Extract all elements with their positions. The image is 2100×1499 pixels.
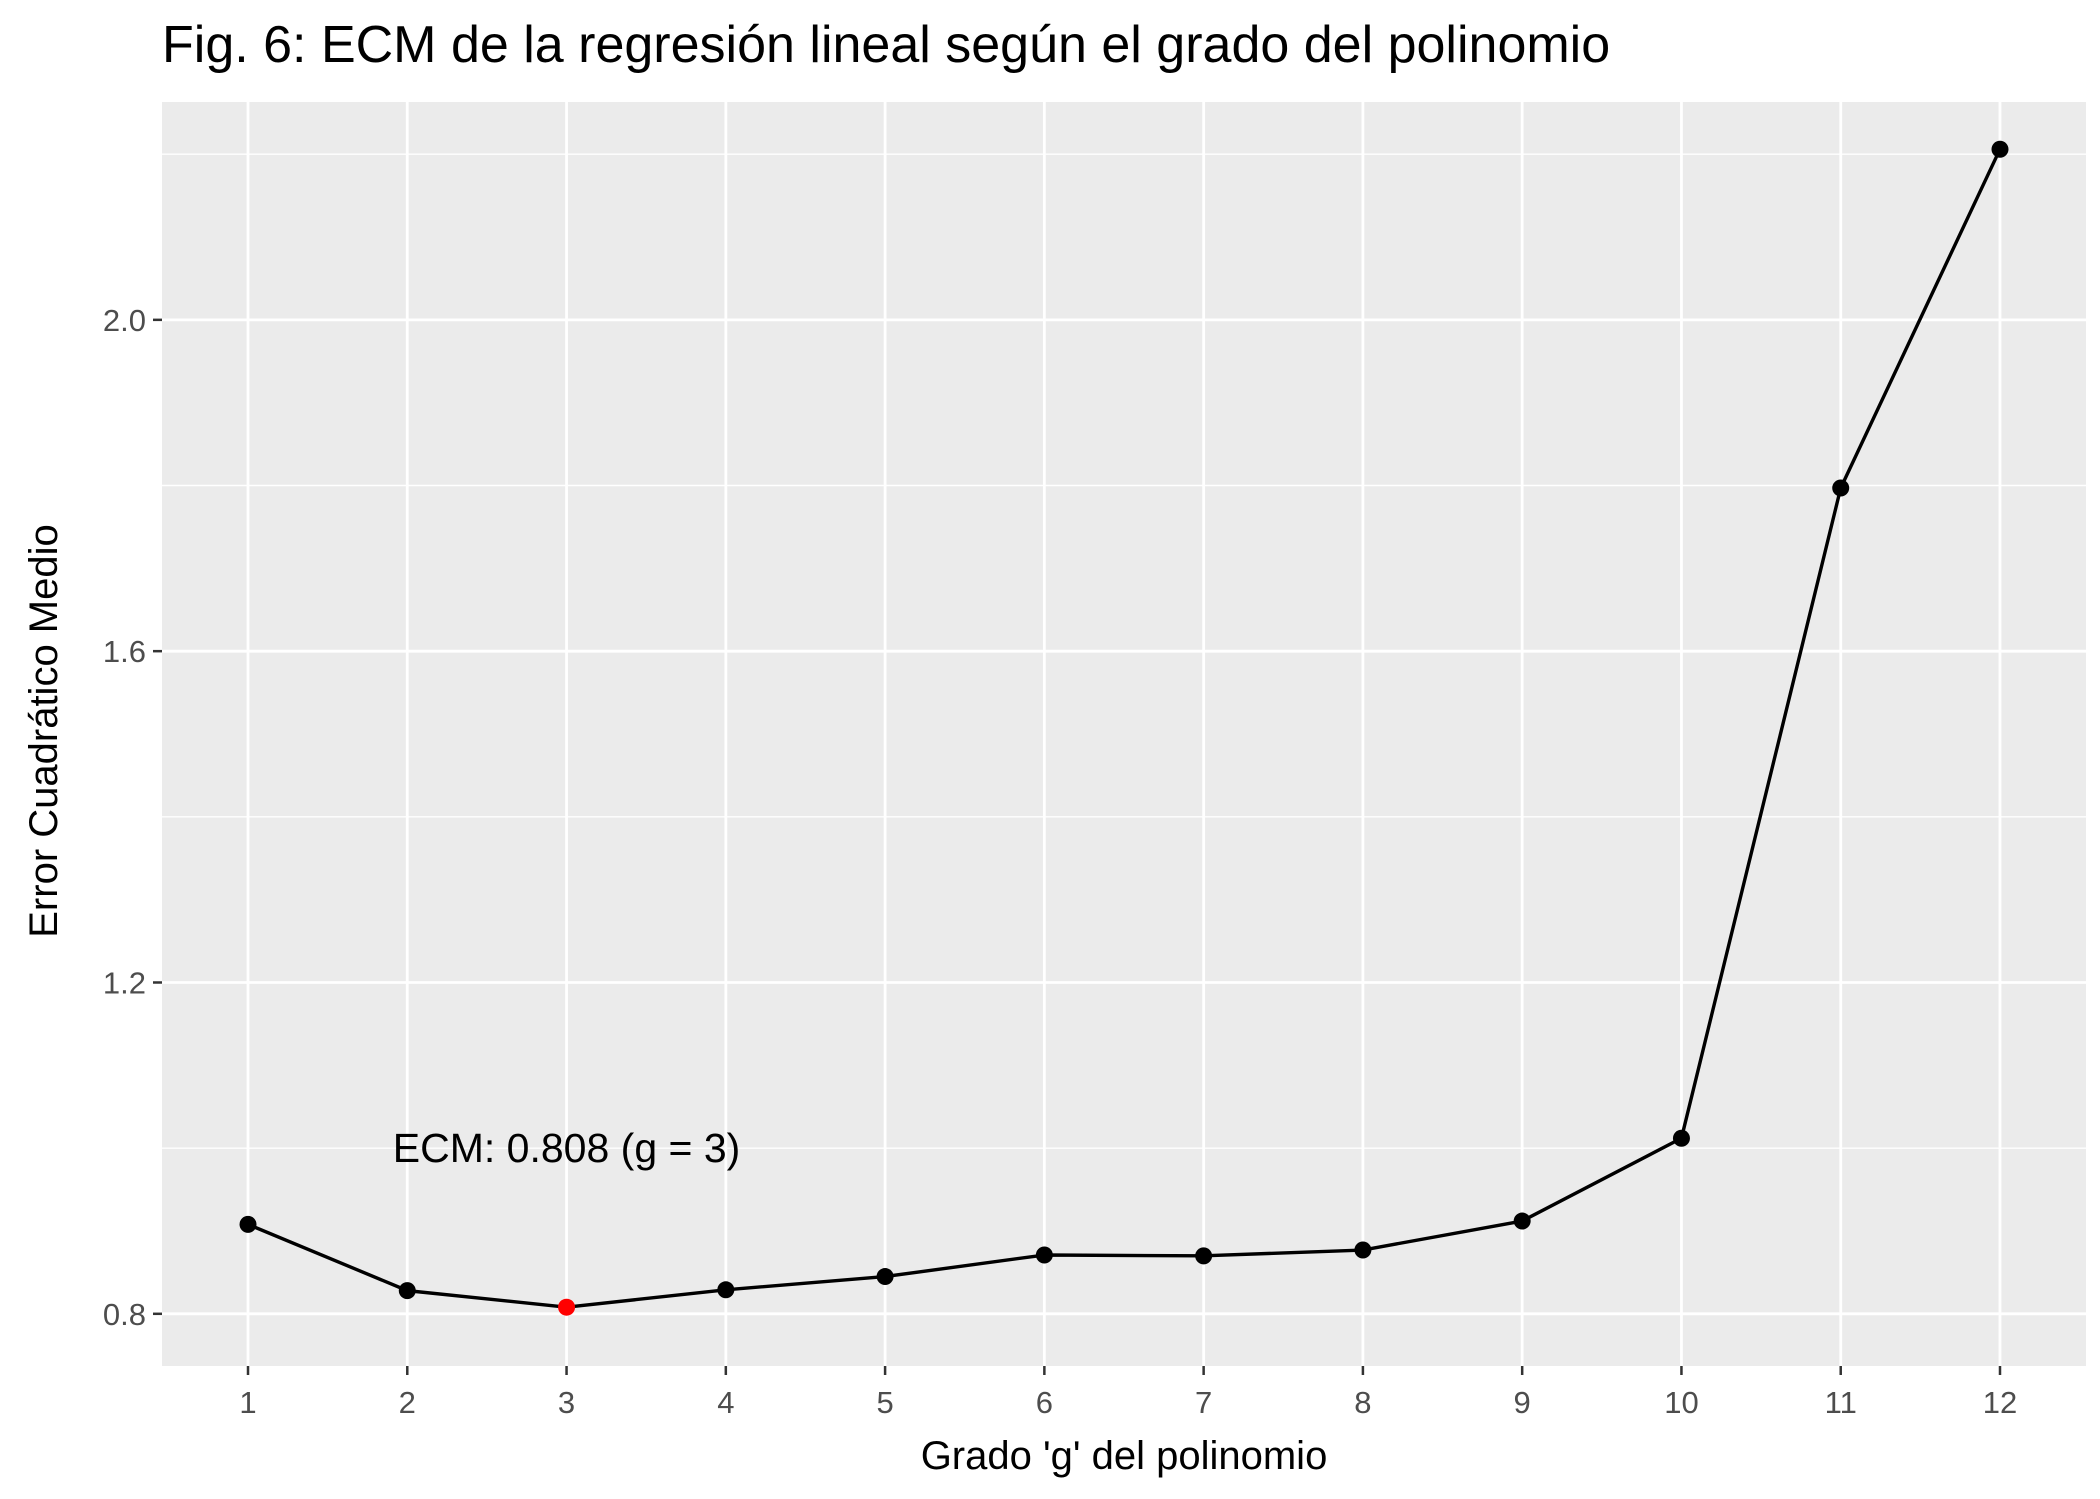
data-point — [1513, 1212, 1531, 1230]
series-layer — [247, 148, 2002, 1309]
data-point — [1991, 140, 2009, 158]
x-tick-label: 6 — [1036, 1385, 1053, 1420]
series-line — [247, 148, 2002, 1309]
points-layer — [239, 140, 2009, 1316]
data-point — [239, 1215, 257, 1233]
data-point — [398, 1282, 416, 1300]
min-annotation: ECM: 0.808 (g = 3) — [393, 1125, 741, 1171]
x-tick-label: 2 — [399, 1385, 416, 1420]
y-tick-label: 0.8 — [103, 1297, 146, 1332]
data-point — [1832, 479, 1850, 497]
data-point — [1195, 1247, 1213, 1265]
data-point — [1035, 1246, 1053, 1264]
y-tick-label: 1.6 — [103, 634, 146, 669]
y-axis: 0.8 1.2 1.6 2.0 — [103, 303, 162, 1332]
plot-panel — [162, 102, 2086, 1366]
x-tick-label: 10 — [1664, 1385, 1698, 1420]
chart-title: Fig. 6: ECM de la regresión lineal según… — [162, 16, 1610, 74]
x-tick-label: 8 — [1354, 1385, 1371, 1420]
y-tick-label: 1.2 — [103, 965, 146, 1000]
x-tick-label: 3 — [558, 1385, 575, 1420]
y-axis-title: Error Cuadrático Medio — [22, 524, 66, 938]
x-tick-label: 12 — [1983, 1385, 2017, 1420]
data-point — [1354, 1241, 1372, 1259]
data-point — [876, 1268, 894, 1286]
x-axis: 1 2 3 4 5 6 7 8 9 10 11 12 — [239, 1366, 2017, 1420]
min-data-point — [558, 1298, 576, 1316]
y-tick-label: 2.0 — [103, 303, 146, 338]
x-tick-label: 5 — [876, 1385, 893, 1420]
x-axis-title: Grado 'g' del polinomio — [921, 1434, 1328, 1478]
major-gridlines — [162, 102, 2086, 1366]
minor-gridlines — [162, 153, 2086, 1149]
data-point — [1672, 1129, 1690, 1147]
x-tick-label: 7 — [1195, 1385, 1212, 1420]
x-tick-label: 11 — [1825, 1385, 1857, 1420]
x-tick-label: 9 — [1514, 1385, 1531, 1420]
x-tick-label: 4 — [717, 1385, 734, 1420]
data-point — [717, 1281, 735, 1299]
x-tick-label: 1 — [239, 1385, 256, 1420]
